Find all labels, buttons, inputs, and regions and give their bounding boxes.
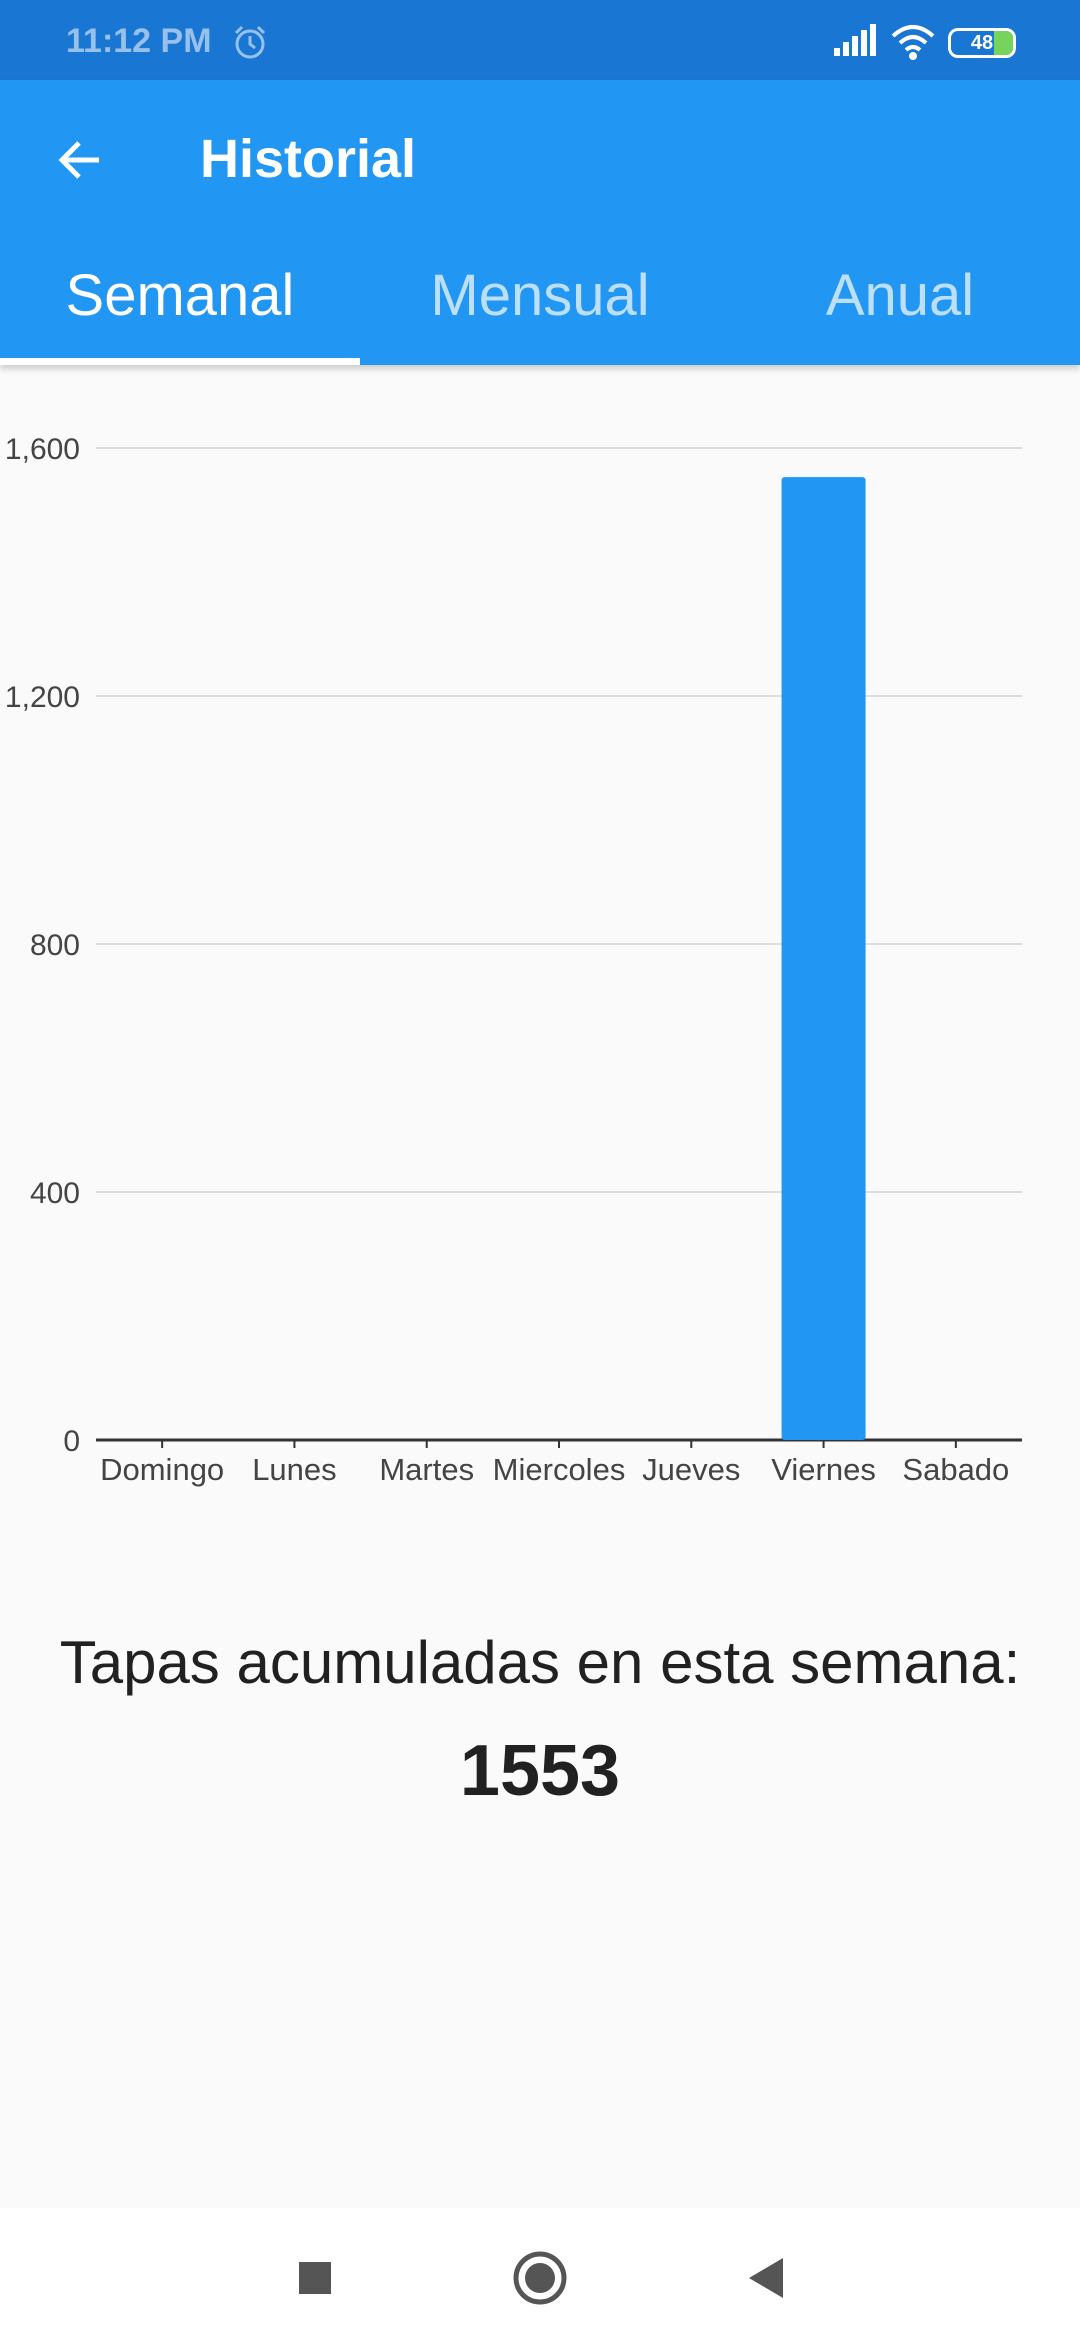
x-tick-label: Jueves (642, 1452, 740, 1487)
y-tick-label: 0 (63, 1425, 80, 1458)
x-tick-label: Viernes (771, 1452, 876, 1487)
tab-anual[interactable]: Anual (825, 263, 975, 328)
bar-viernes (781, 477, 866, 1440)
square-icon (299, 2262, 331, 2294)
wifi-icon (890, 22, 936, 67)
weekly-bar-chart: 0 400 800 1,200 1,600 Domingo Lunes Martes Mierc… (5, 433, 1022, 1487)
alarm-icon (232, 24, 268, 65)
y-tick-label: 400 (30, 1177, 80, 1210)
x-tick-label: Domingo (100, 1452, 224, 1487)
app-bar: Historial Semanal Mensual Anual (0, 80, 1080, 365)
battery-icon: 48 (948, 28, 1016, 58)
y-tick-label: 1,600 (5, 433, 80, 466)
x-tick-label: Sabado (902, 1452, 1009, 1487)
signal-icon (832, 24, 876, 63)
tab-mensual[interactable]: Mensual (430, 263, 650, 328)
home-button[interactable] (510, 2248, 570, 2308)
back-nav-button[interactable] (735, 2248, 795, 2308)
tab-semanal[interactable]: Semanal (65, 263, 295, 328)
summary-value: 1553 (459, 1731, 621, 1811)
x-tick-label: Martes (379, 1452, 474, 1487)
circle-icon (513, 2251, 567, 2305)
arrow-left-icon (58, 141, 99, 179)
summary-label: Tapas acumuladas en esta semana: (59, 1629, 1021, 1696)
y-tick-label: 800 (30, 929, 80, 962)
x-tick-label: Lunes (252, 1452, 336, 1487)
page-title: Historial (200, 129, 417, 189)
status-time: 11:12 PM (66, 22, 212, 60)
triangle-back-icon (749, 2258, 783, 2298)
status-bar: 11:12 PM 48 (0, 0, 1080, 80)
tab-indicator (0, 358, 360, 365)
back-button[interactable] (40, 120, 120, 200)
battery-level: 48 (970, 32, 994, 54)
navigation-bar (0, 2208, 1080, 2340)
recents-button[interactable] (285, 2248, 345, 2308)
x-tick-label: Miercoles (493, 1452, 626, 1487)
y-tick-label: 1,200 (5, 681, 80, 714)
